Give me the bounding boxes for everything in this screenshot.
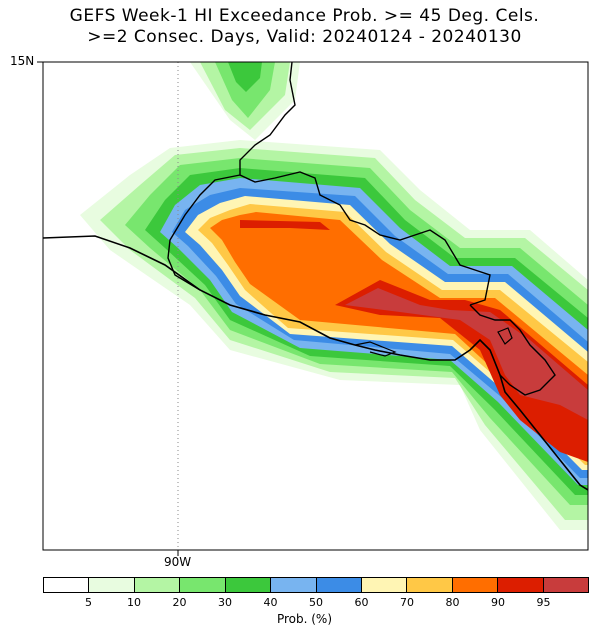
contour-80: [210, 212, 588, 460]
colorbar-tick: 50: [309, 596, 323, 609]
contour-90: [240, 220, 330, 230]
colorbar-segment-10: [498, 578, 544, 592]
map-title-line1: GEFS Week-1 HI Exceedance Prob. >= 45 De…: [69, 6, 540, 26]
longitude-label-90w: 90W: [164, 555, 192, 569]
colorbar-segment-8: [407, 578, 453, 592]
probability-map: [37, 61, 589, 556]
gulf-fonseca: [354, 341, 397, 357]
colorbar-tick: 80: [445, 596, 460, 609]
colorbar-tick: 40: [263, 596, 278, 609]
colorbar-tick: 30: [218, 596, 232, 609]
country-border-mexico: [239, 62, 491, 306]
colorbar-tick: 10: [127, 596, 141, 609]
colorbar-tick: 90: [491, 596, 505, 609]
country-border-honduras: [469, 304, 556, 396]
colorbar-tick: 5: [85, 596, 92, 609]
colorbar-segment-1: [89, 578, 135, 592]
contour-95: [345, 288, 588, 420]
colorbar-unit-label: Prob. (%): [276, 612, 333, 626]
colorbar-tick: 60: [354, 596, 369, 609]
colorbar-segment-3: [180, 578, 226, 592]
map-title-line2: >=2 Consec. Days, Valid: 20240124 - 2024…: [87, 27, 522, 47]
colorbar-segment-5: [271, 578, 317, 592]
colorbar-segment-11: [543, 578, 589, 592]
colorbar-segment-2: [134, 578, 181, 592]
country-border-guatemala: [167, 174, 241, 291]
colorbar-segment-6: [316, 578, 362, 592]
colorbar-segment-0: [44, 578, 90, 592]
colorbar-ticks: 5 10 20 30 40 50 60 70 80 90 95: [43, 596, 589, 610]
colorbar: [43, 577, 589, 593]
colorbar-segment-7: [361, 578, 408, 592]
latitude-label-15n: 15N: [10, 54, 35, 68]
colorbar-tick: 70: [400, 596, 414, 609]
colorbar-segment-9: [452, 578, 499, 592]
lake-outline: [497, 327, 513, 345]
colorbar-segment-4: [225, 578, 272, 592]
colorbar-tick: 95: [536, 596, 551, 609]
contour-30-north: [228, 62, 262, 92]
colorbar-tick: 20: [172, 596, 187, 609]
